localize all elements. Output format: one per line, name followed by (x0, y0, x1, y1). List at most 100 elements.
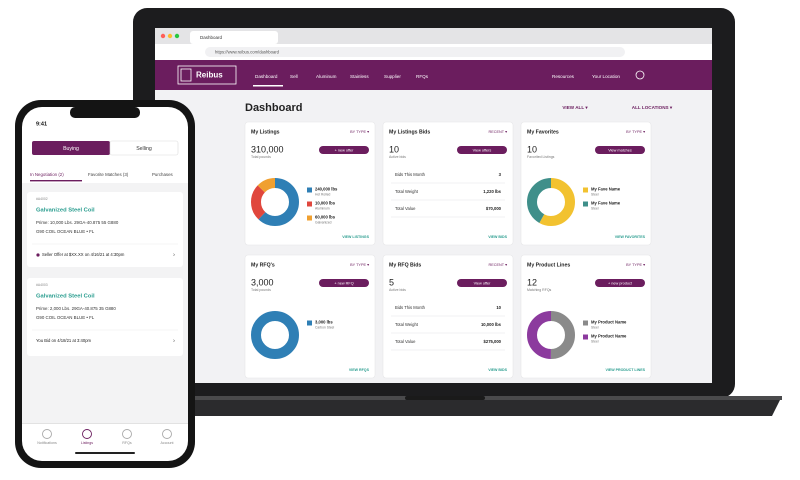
card-stat: 12 (527, 277, 537, 287)
notification-icon[interactable] (635, 70, 645, 80)
card-filter[interactable]: BY TYPE ▾ (626, 263, 645, 267)
card-button-label: + new RFQ (334, 281, 353, 285)
legend-sub: Aluminum (315, 206, 330, 210)
row-value: 3 (499, 172, 502, 177)
phone-subtab[interactable]: In Negotiation (2) (30, 172, 64, 177)
bottom-nav-label[interactable]: RFQs (122, 441, 132, 445)
card-button[interactable] (595, 146, 645, 154)
row-label: Total Value (395, 206, 416, 211)
url: https://www.reibus.com/dashboard (215, 50, 280, 55)
logo-box[interactable] (177, 65, 237, 85)
bottom-nav-icon[interactable] (42, 429, 52, 439)
listing-title: Galvanized Steel Coil (36, 208, 95, 214)
nav-item[interactable]: Sell (290, 74, 298, 79)
card-button-label: + new offer (335, 148, 355, 152)
card-button-label: + new product (608, 281, 633, 285)
bottom-nav-label[interactable]: Account (161, 441, 174, 445)
phone-tab-label: Selling (136, 146, 152, 152)
window-minimize[interactable] (167, 33, 173, 39)
bottom-nav-label[interactable]: Notifications (37, 441, 57, 445)
legend-sub: Carbon Steel (315, 325, 335, 329)
status-dot (36, 253, 40, 257)
phone-subtab[interactable]: Purchases (152, 172, 174, 177)
bottom-nav-icon[interactable] (82, 429, 92, 439)
nav-item[interactable]: Dashboard (255, 74, 278, 79)
phone-tab-active[interactable] (32, 141, 110, 155)
row-value: $70,000 (486, 206, 502, 211)
nav-item[interactable]: Aluminum (316, 74, 337, 79)
legend-label: 3,000 lbs (315, 320, 333, 325)
nav-item[interactable]: RFQs (416, 74, 429, 79)
card-stat: 3,000 (251, 277, 274, 287)
card-title: My Listings Bids (389, 129, 430, 135)
card-stat: 10 (527, 144, 537, 154)
listing-title: Galvanized Steel Coil (36, 294, 95, 300)
nav-item[interactable]: Stainless (350, 74, 369, 79)
listing-desc: G90 COIL OCEAN BLUE • FL (36, 229, 95, 234)
phone-tab-label: Buying (63, 146, 79, 152)
phone-subtab-indicator (30, 180, 82, 182)
legend-label: 240,000 lbs (315, 187, 338, 192)
card-link[interactable]: VIEW RFQS (349, 368, 370, 372)
card-title: My RFQ's (251, 262, 275, 268)
card (382, 254, 514, 379)
row-value: $275,000 (484, 339, 502, 344)
card-stat-label: Total pounds (251, 155, 271, 159)
window-close[interactable] (160, 33, 166, 39)
card-button[interactable] (319, 279, 369, 287)
card-button-label: View matches (608, 148, 632, 152)
listing-card[interactable] (27, 278, 183, 356)
card-filter[interactable]: BY TYPE ▾ (626, 130, 645, 134)
listing-card[interactable] (27, 192, 183, 267)
card-link[interactable]: VIEW FAVORITES (615, 235, 646, 239)
legend-swatch (583, 187, 588, 193)
card-title: My Product Lines (527, 262, 570, 268)
card-stat: 310,000 (251, 144, 284, 154)
card-button[interactable] (457, 146, 507, 154)
legend-label: My Fave Name (591, 201, 621, 206)
bottom-nav-icon[interactable] (122, 429, 132, 439)
card-title: My RFQ Bids (389, 262, 421, 268)
card-filter[interactable]: BY TYPE ▾ (350, 130, 369, 134)
page-filter[interactable]: VIEW ALL ▾ (562, 105, 588, 110)
address-bar[interactable] (205, 47, 625, 57)
legend-swatch (583, 334, 588, 340)
listing-status: Seller Offer at $XX.XX on 4/16/21 at 4:3… (42, 252, 125, 257)
card-button[interactable] (457, 279, 507, 287)
browser-tab[interactable] (190, 31, 278, 44)
card-button[interactable] (595, 279, 645, 287)
legend-sub: Steel (591, 206, 599, 210)
card-title: My Listings (251, 129, 280, 135)
row-value: 1,220 lbs (483, 189, 501, 194)
card-stat-label: Matching RFQs (527, 288, 552, 292)
card-button-label: View offer (474, 281, 491, 285)
card-link[interactable]: VIEW BIDS (488, 368, 507, 372)
legend-swatch (307, 320, 312, 326)
card-link[interactable]: VIEW PRODUCT LINES (605, 368, 645, 372)
nav-item[interactable]: Supplier (384, 74, 401, 79)
bottom-nav-label[interactable]: Listings (81, 441, 93, 445)
card-filter[interactable]: BY TYPE ▾ (350, 263, 369, 267)
card-link[interactable]: VIEW LISTINGS (342, 235, 369, 239)
card-stat-label: Total pounds (251, 288, 271, 292)
card-filter[interactable]: RECENT ▾ (488, 130, 507, 134)
card-stat-label: Active bids (389, 155, 406, 159)
listing-desc: G90 COIL OCEAN BLUE • FL (36, 315, 95, 320)
page-filter[interactable]: ALL LOCATIONS ▾ (632, 105, 673, 110)
card-filter[interactable]: RECENT ▾ (488, 263, 507, 267)
phone-tab[interactable] (109, 140, 179, 156)
card-button[interactable] (319, 146, 369, 154)
donut-segment (527, 311, 575, 359)
nav-right-item[interactable]: Resources (552, 74, 575, 79)
card-link[interactable]: VIEW BIDS (488, 235, 507, 239)
donut-segment (251, 178, 299, 226)
nav-right-item[interactable]: Your Location (592, 74, 620, 79)
bottom-nav-icon[interactable] (162, 429, 172, 439)
window-maximize[interactable] (174, 33, 180, 39)
card-stat: 10 (389, 144, 399, 154)
legend-swatch (583, 201, 588, 207)
phone-subtab[interactable]: Favorite Matches (3) (88, 172, 129, 177)
laptop-notch (405, 396, 485, 400)
listing-id: #A4002 (36, 197, 48, 201)
row-value: 10 (496, 305, 501, 310)
